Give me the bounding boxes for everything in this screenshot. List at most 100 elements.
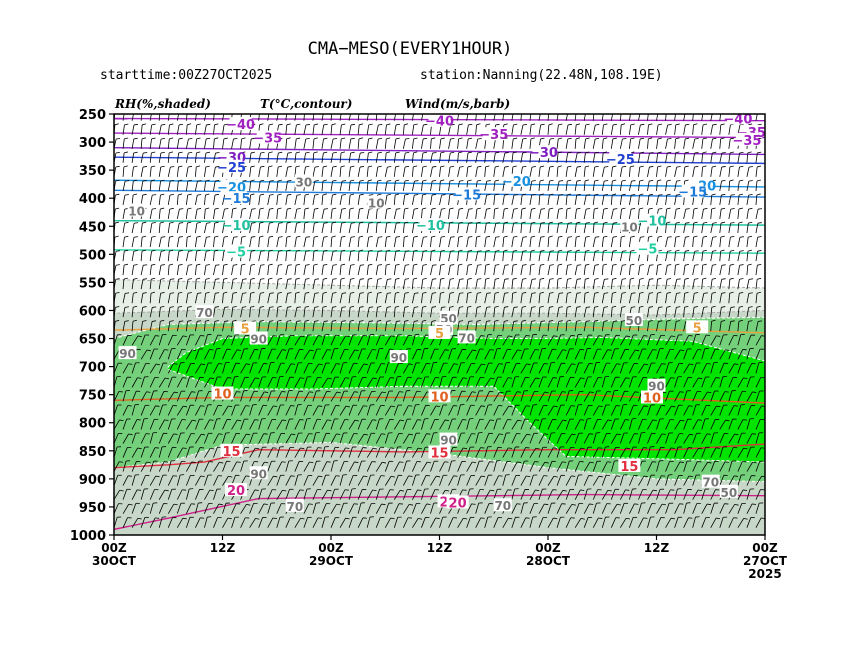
wind-barb-flag (286, 137, 291, 140)
wind-barb (574, 349, 581, 360)
wind-barb (222, 223, 225, 234)
wind-barb (421, 237, 424, 248)
wind-barb (755, 348, 761, 360)
wind-barb-flag (422, 193, 427, 196)
wind-barb (312, 432, 317, 444)
wind-barb (213, 517, 218, 528)
wind-barb-flag (512, 151, 518, 154)
wind-barb (529, 433, 535, 444)
wind-barb (547, 503, 552, 514)
wind-barb-flag (182, 377, 187, 379)
wind-barb (619, 489, 626, 500)
wind-barb (601, 321, 605, 332)
wind-barb-flag (124, 221, 129, 224)
wind-barb (439, 419, 446, 430)
wind-barb (249, 391, 255, 402)
wind-barb (185, 293, 189, 304)
wind-barb (393, 307, 396, 318)
wind-barb (728, 124, 731, 135)
wind-barb-flag (567, 236, 573, 238)
wind-barb-flag (133, 305, 138, 308)
wind-barb (728, 377, 734, 388)
wind-barb-flag (676, 110, 680, 111)
wind-barb-flag (300, 517, 305, 520)
wind-barb-flag (622, 264, 627, 266)
wind-barb (529, 516, 534, 528)
wind-barb-flag (404, 193, 409, 196)
wind-barb (204, 461, 210, 472)
wind-barb-flag (114, 221, 120, 224)
wind-barb-flag (458, 221, 463, 224)
wind-barb (122, 114, 125, 121)
wind-barb (149, 419, 155, 430)
wind-barb-flag (494, 319, 499, 322)
wind-barb-flag (499, 433, 504, 435)
wind-barb (158, 152, 162, 163)
wind-barb-flag (123, 151, 129, 154)
wind-barb (619, 124, 622, 135)
wind-barb-flag (693, 123, 698, 126)
wind-barb (565, 166, 568, 177)
wind-barb-flag (278, 137, 283, 140)
wind-barb-flag (616, 363, 621, 365)
wind-barb (674, 433, 680, 444)
wind-barb (574, 334, 579, 346)
wind-barb (466, 349, 473, 360)
wind-barb (719, 363, 725, 374)
wind-barb (402, 138, 406, 149)
wind-barb (629, 363, 635, 374)
wind-barb (149, 237, 153, 248)
wind-barb (348, 114, 351, 121)
wind-barb (176, 293, 179, 304)
wind-barb-flag (369, 306, 374, 308)
y-tick-label: 800 (79, 417, 106, 432)
wind-barb (213, 475, 219, 486)
wind-barb (204, 279, 207, 290)
wind-barb (140, 349, 148, 360)
wind-barb (430, 194, 433, 205)
wind-barb-flag (160, 151, 165, 154)
wind-barb-flag (702, 165, 707, 168)
wind-barb (294, 265, 297, 276)
wind-barb (665, 405, 672, 416)
wind-barb-flag (309, 461, 314, 464)
wind-barb (484, 404, 489, 416)
wind-barb-flag (386, 235, 391, 238)
wind-barb-flag (246, 503, 251, 506)
wind-barb (140, 180, 144, 191)
wind-barb (213, 223, 216, 234)
wind-barb (204, 433, 209, 444)
wind-barb-flag (146, 391, 151, 393)
wind-barb (710, 124, 714, 135)
wind-barb (194, 166, 197, 177)
wind-barb (628, 138, 631, 149)
wind-barb (312, 138, 315, 149)
wind-barb (647, 503, 653, 514)
wind-barb (511, 209, 515, 220)
wind-barb-flag (196, 221, 201, 224)
wind-barb-flag (206, 137, 211, 140)
wind-barb-flag (278, 236, 283, 238)
wind-barb (213, 489, 218, 500)
wind-barb (158, 489, 166, 500)
wind-barb-flag (413, 277, 418, 280)
wind-barb-flag (296, 306, 301, 308)
wind-barb (755, 517, 762, 528)
wind-barb (439, 475, 444, 486)
wind-barb (610, 265, 614, 276)
wind-barb-flag (733, 475, 739, 477)
wind-barb-flag (595, 236, 600, 238)
wind-barb (502, 461, 508, 472)
wind-barb (357, 321, 360, 332)
wind-barb-flag (173, 363, 178, 365)
wind-barb (393, 363, 399, 374)
wind-barb (122, 251, 125, 262)
wind-barb (185, 503, 192, 514)
wind-barb (213, 124, 215, 135)
wind-barb (421, 265, 424, 276)
wind-barb-flag (354, 391, 359, 393)
temp-contour-label: 5 (241, 322, 250, 337)
wind-barb-flag (422, 319, 427, 322)
wind-barb (674, 419, 681, 430)
wind-barb-flag (440, 263, 445, 266)
